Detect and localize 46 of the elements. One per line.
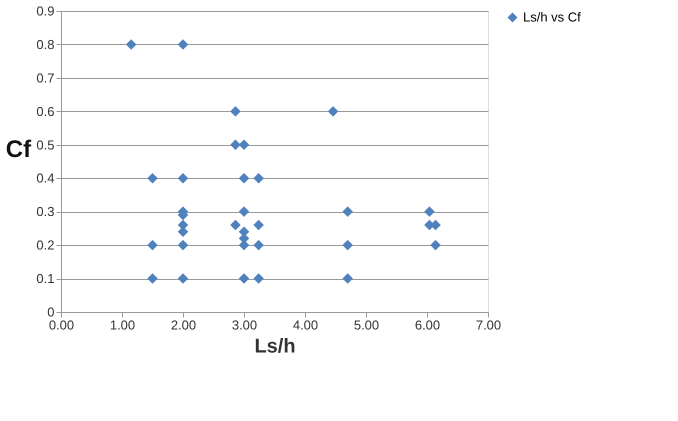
x-tick-label: 5.00	[354, 318, 380, 332]
x-tick-label: 2.00	[170, 318, 196, 332]
x-tick-label: 3.00	[232, 318, 258, 332]
point	[178, 240, 188, 250]
point	[230, 106, 241, 117]
x-tick-label: 4.00	[292, 318, 318, 332]
point	[253, 220, 264, 230]
x-tick-label: 1.00	[110, 318, 136, 332]
point	[253, 172, 264, 184]
y-tick-label: 0.3	[36, 204, 54, 220]
point	[253, 240, 264, 250]
point	[147, 172, 158, 184]
point	[178, 273, 188, 284]
legend-label: Ls/h vs Cf	[523, 10, 582, 24]
y-tick-label: 0.5	[36, 137, 54, 152]
point	[230, 220, 241, 230]
point	[430, 240, 441, 250]
point	[147, 273, 158, 284]
x-tick-label: 0.00	[48, 318, 74, 332]
point	[238, 206, 250, 217]
point	[342, 206, 353, 217]
y-tick-label: 0.9	[36, 4, 54, 18]
x-axis-title: Ls/h	[254, 336, 296, 358]
y-tick-label: 0.2	[36, 238, 54, 253]
point	[238, 273, 250, 284]
point	[178, 172, 188, 184]
x-tick-label: 6.00	[414, 318, 440, 332]
y-tick-label: 0.6	[36, 104, 54, 119]
point	[238, 172, 250, 184]
y-tick-label: 0.8	[36, 36, 54, 52]
point	[178, 39, 188, 50]
point	[238, 140, 250, 150]
y-tick-label: 0.4	[36, 170, 54, 186]
x-tick-label: 7.00	[476, 318, 502, 332]
y-tick-label: 0.1	[36, 271, 54, 286]
point	[328, 106, 338, 117]
point	[342, 240, 353, 250]
point	[253, 273, 264, 284]
point	[126, 39, 136, 50]
y-tick-label: 0	[47, 304, 54, 320]
point	[424, 206, 435, 217]
point	[342, 273, 353, 284]
point	[230, 140, 241, 150]
y-tick-label: 0.7	[36, 70, 54, 86]
y-axis-title: Cf	[6, 136, 32, 163]
point	[147, 240, 158, 250]
